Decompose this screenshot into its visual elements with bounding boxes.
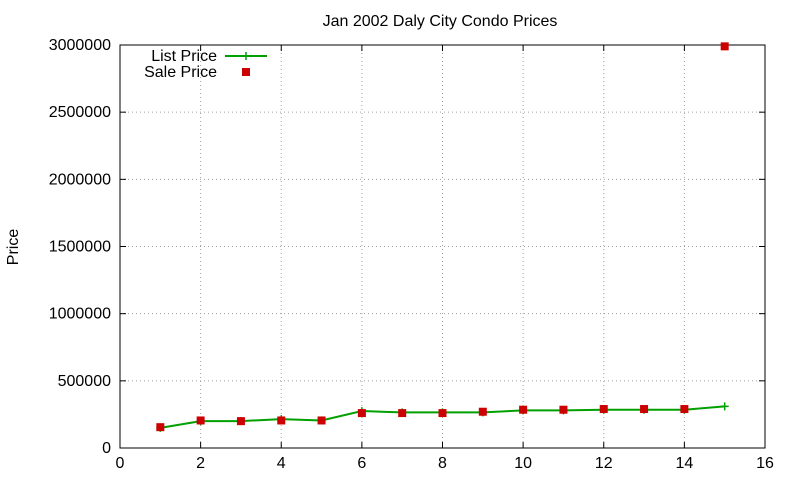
chart-title: Jan 2002 Daly City Condo Prices	[323, 13, 558, 30]
sale-price-point	[519, 405, 528, 414]
sale-price-point	[599, 405, 608, 414]
sale-price-point	[357, 409, 366, 418]
y-tick-label: 1500000	[49, 239, 111, 256]
sale-price-point	[196, 416, 205, 425]
x-tick-label: 14	[675, 455, 693, 472]
y-tick-label: 2500000	[49, 104, 111, 121]
y-tick-label: 1000000	[49, 306, 111, 323]
series-sale-price	[156, 42, 729, 432]
axis-ticks: 0 2 4 6 8 10 12 14 16 0 500000 1000000 1500000 200000…	[49, 37, 774, 472]
x-tick-label: 4	[277, 455, 286, 472]
x-tick-label: 0	[116, 455, 125, 472]
y-axis-label: Price	[5, 229, 22, 266]
y-tick-label: 0	[102, 440, 111, 457]
legend-swatch-cross	[242, 52, 250, 60]
x-tick-label: 8	[438, 455, 447, 472]
y-tick-label: 500000	[58, 373, 111, 390]
sale-price-point	[559, 405, 568, 414]
sale-price-point	[317, 416, 326, 425]
x-tick-label: 10	[514, 455, 532, 472]
y-tick-label: 2000000	[49, 171, 111, 188]
series-layer	[156, 42, 729, 432]
sale-price-point	[277, 416, 286, 425]
legend-label-list-price: List Price	[151, 48, 217, 65]
sale-price-point	[478, 407, 487, 416]
y-tick-label: 3000000	[49, 37, 111, 54]
x-tick-label: 6	[357, 455, 366, 472]
sale-price-point	[398, 409, 407, 418]
sale-price-point	[156, 423, 165, 432]
plot-frame	[119, 44, 766, 449]
sale-price-point	[680, 405, 689, 414]
sale-price-point	[720, 42, 729, 51]
sale-price-point	[640, 405, 649, 414]
x-tick-label: 2	[196, 455, 205, 472]
sale-price-point	[236, 417, 245, 426]
x-tick-label: 16	[756, 455, 774, 472]
legend-swatch-square	[242, 68, 250, 76]
sale-price-point	[438, 409, 447, 418]
list-price-point	[720, 402, 729, 411]
x-tick-label: 12	[595, 455, 613, 472]
grid-lines	[120, 45, 765, 448]
legend-label-sale-price: Sale Price	[144, 64, 217, 81]
